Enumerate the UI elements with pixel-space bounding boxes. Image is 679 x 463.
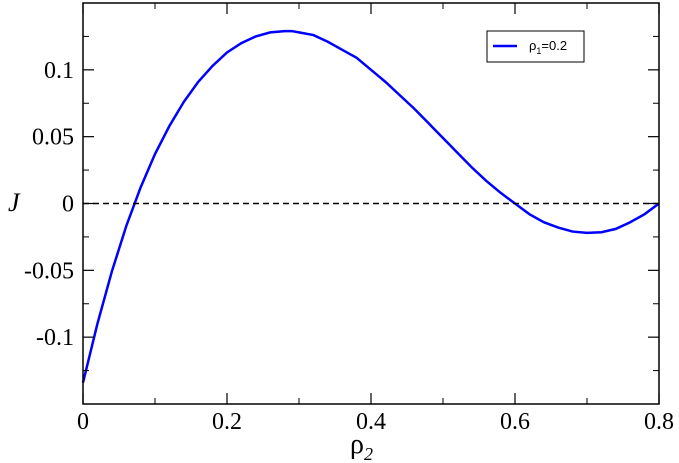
y-tick-label: -0.05: [24, 258, 74, 284]
x-axis-label-main: ρ: [350, 429, 364, 460]
x-tick-label: 0.8: [644, 409, 674, 435]
series-line-0: [81, 29, 660, 383]
legend-label-rest: =0.2: [541, 38, 567, 53]
x-tick-label: 0: [77, 409, 89, 435]
legend-label: ρ1=0.2: [529, 38, 567, 56]
legend: ρ1=0.2: [486, 30, 585, 63]
axes: [82, 2, 660, 405]
x-axis-label-sub: 2: [364, 444, 373, 463]
x-tick-label: 0.6: [500, 409, 530, 435]
y-tick-label: 0.1: [44, 58, 74, 84]
plot-frame: [82, 2, 660, 405]
plot-marks: [81, 29, 660, 383]
y-tick-label: 0.05: [32, 125, 74, 151]
y-tick-label: -0.1: [36, 325, 74, 351]
tick-labels: 0 0.2 0.4 0.6 0.8 -0.1 -0.05 0 0.05 0.1: [24, 58, 674, 435]
x-tick-label: 0.4: [356, 409, 386, 435]
legend-label-sub: 1: [536, 46, 541, 56]
x-tick-label: 0.2: [212, 409, 242, 435]
y-tick-label: 0: [62, 192, 74, 218]
legend-label-main: ρ: [529, 38, 536, 53]
y-axis-label: J: [8, 188, 21, 217]
x-axis-label: ρ2: [350, 429, 373, 463]
